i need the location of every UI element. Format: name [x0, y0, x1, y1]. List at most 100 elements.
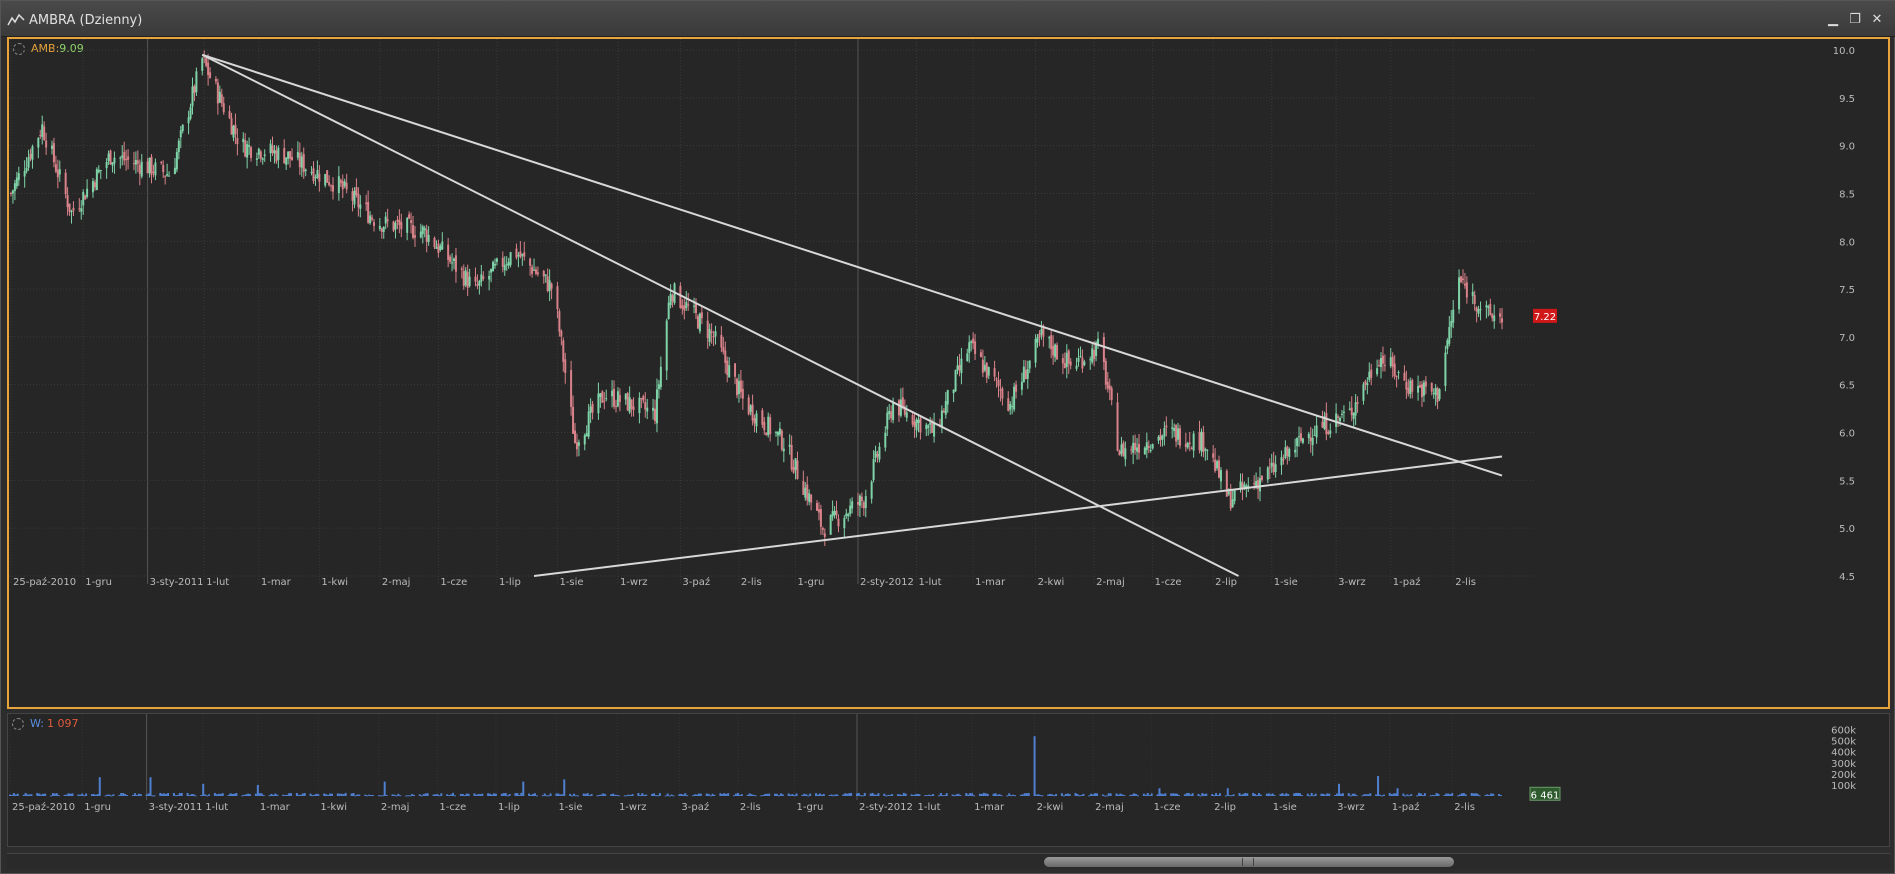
volume-bar — [1074, 792, 1077, 796]
volume-bar — [473, 793, 476, 796]
volume-bar — [12, 793, 15, 796]
x-tick-label: 1-wrz — [620, 577, 648, 588]
volume-bar — [49, 795, 52, 797]
candle-body — [775, 432, 778, 434]
volume-bar — [1314, 793, 1317, 796]
title-bar[interactable]: AMBRA (Dzienny) ▁ ❐ ✕ — [1, 1, 1895, 37]
candle-body — [1171, 427, 1174, 429]
volume-bar — [420, 795, 423, 797]
candle-body — [70, 210, 73, 213]
volume-bar — [953, 795, 956, 797]
candle-body — [109, 150, 112, 165]
volume-bar — [713, 794, 716, 796]
horizontal-scrollbar[interactable] — [7, 853, 1890, 869]
volume-bar — [1144, 794, 1147, 796]
candle-body — [1241, 482, 1244, 490]
volume-bar — [645, 794, 648, 796]
volume-bar — [530, 794, 533, 796]
volume-bar — [943, 794, 946, 796]
volume-bar — [63, 794, 66, 796]
candle-body — [339, 179, 342, 184]
candle-body — [107, 153, 110, 161]
candle-body — [1356, 402, 1359, 404]
volume-bar — [370, 795, 373, 797]
candle-body — [1499, 313, 1502, 317]
volume-bar — [789, 794, 792, 796]
volume-bar — [545, 795, 548, 797]
volume-bar — [1271, 793, 1274, 796]
candle-body — [1420, 384, 1423, 398]
candle-body — [425, 229, 428, 242]
volume-bar — [1096, 793, 1099, 796]
vol-x-tick-label: 1-lut — [918, 802, 941, 813]
volume-bar — [1148, 794, 1151, 796]
volume-bar — [1090, 793, 1093, 796]
vol-x-tick-label: 1-cze — [1154, 802, 1181, 813]
volume-bar — [233, 793, 236, 796]
volume-bar — [44, 793, 47, 796]
candle-body — [1225, 470, 1228, 497]
candle-body — [1335, 413, 1338, 427]
volume-bar — [1390, 794, 1393, 796]
candle-body — [546, 276, 549, 291]
candle-body — [1036, 337, 1039, 343]
volume-bar — [159, 792, 162, 796]
volume-bar — [543, 793, 546, 796]
candle-body — [1270, 462, 1273, 467]
candle-body — [495, 258, 498, 262]
candle-body — [232, 125, 235, 138]
candle-body — [1301, 438, 1304, 443]
volume-bar — [787, 793, 790, 796]
volume-chart-panel[interactable]: W: 1 097 600k 500k 400k 300k 200k 100k 25-paź-2… — [7, 713, 1890, 847]
volume-bar — [666, 793, 669, 796]
crosshair-icon[interactable] — [12, 718, 24, 730]
price-chart[interactable]: 10.0 9.5 9.0 8.5 8.0 7.5 7.0 6.5 6.0 5.5 5.0 4.5 25-… — [9, 39, 1888, 707]
restore-button[interactable]: ❐ — [1849, 12, 1861, 27]
candle-body — [903, 406, 906, 415]
price-chart-panel[interactable]: AMB:9.09 10.0 9.5 9.0 8.5 8.0 7.5 7.0 6.5 6.0 5.5… — [7, 37, 1890, 709]
candle-body — [113, 157, 116, 164]
candle-body — [1432, 392, 1435, 394]
volume-bar — [188, 795, 191, 797]
volume-bar — [491, 794, 494, 796]
volume-bar — [412, 794, 415, 796]
volume-bar — [137, 793, 140, 796]
candle-body — [460, 268, 463, 270]
candle-body — [1007, 398, 1010, 411]
volume-bar — [379, 795, 382, 797]
volume-bar — [848, 793, 851, 796]
volume-bar — [284, 795, 287, 797]
crosshair-icon[interactable] — [13, 43, 25, 55]
volume-bar — [1460, 793, 1463, 796]
minimize-button[interactable]: ▁ — [1828, 12, 1838, 27]
candle-body — [810, 494, 813, 503]
candle-body — [11, 190, 14, 194]
volume-bar — [814, 793, 817, 796]
candle-body — [831, 511, 834, 517]
candle-body — [722, 347, 725, 352]
volume-bar — [793, 795, 796, 797]
candle-body — [829, 515, 832, 535]
volume-bar — [576, 795, 579, 797]
candle-body — [652, 407, 655, 411]
candle-body — [50, 145, 53, 149]
volume-bar — [1388, 792, 1391, 796]
candle-body — [1173, 428, 1176, 432]
scrollbar-thumb[interactable] — [1044, 857, 1454, 867]
candle-body — [997, 379, 1000, 387]
candle-body — [1313, 434, 1316, 436]
volume-bar — [1092, 794, 1095, 796]
volume-bar — [178, 793, 181, 796]
candle-body — [205, 57, 208, 66]
candle-body — [480, 274, 483, 282]
close-button[interactable]: ✕ — [1871, 12, 1883, 27]
candle-body — [1389, 357, 1392, 367]
candle-body — [933, 422, 936, 437]
candle-body — [1081, 357, 1084, 369]
candle-body — [492, 261, 495, 272]
volume-bar — [108, 794, 111, 796]
scrollbar-grip-icon[interactable] — [1242, 858, 1254, 866]
candle-body — [298, 152, 301, 168]
volume-bar — [393, 794, 396, 796]
